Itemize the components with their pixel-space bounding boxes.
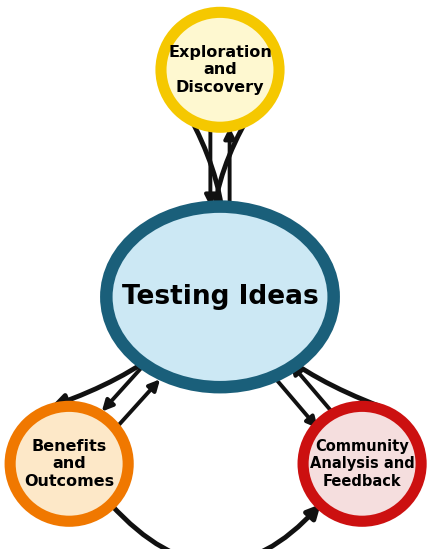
FancyArrowPatch shape	[213, 74, 380, 406]
FancyArrowPatch shape	[57, 70, 223, 406]
FancyArrowPatch shape	[206, 127, 215, 202]
Ellipse shape	[106, 207, 334, 387]
Text: Testing Ideas: Testing Ideas	[121, 284, 319, 310]
FancyArrowPatch shape	[105, 361, 147, 409]
FancyArrowPatch shape	[225, 131, 234, 207]
Ellipse shape	[10, 406, 128, 521]
Ellipse shape	[303, 406, 421, 521]
Text: Community
Analysis and
Feedback: Community Analysis and Feedback	[310, 439, 414, 489]
FancyArrowPatch shape	[277, 381, 315, 425]
Ellipse shape	[161, 12, 279, 127]
FancyArrowPatch shape	[114, 382, 157, 430]
FancyArrowPatch shape	[110, 504, 317, 550]
Text: Benefits
and
Outcomes: Benefits and Outcomes	[24, 439, 114, 489]
Text: Exploration
and
Discovery: Exploration and Discovery	[168, 45, 272, 95]
FancyArrowPatch shape	[293, 366, 331, 411]
